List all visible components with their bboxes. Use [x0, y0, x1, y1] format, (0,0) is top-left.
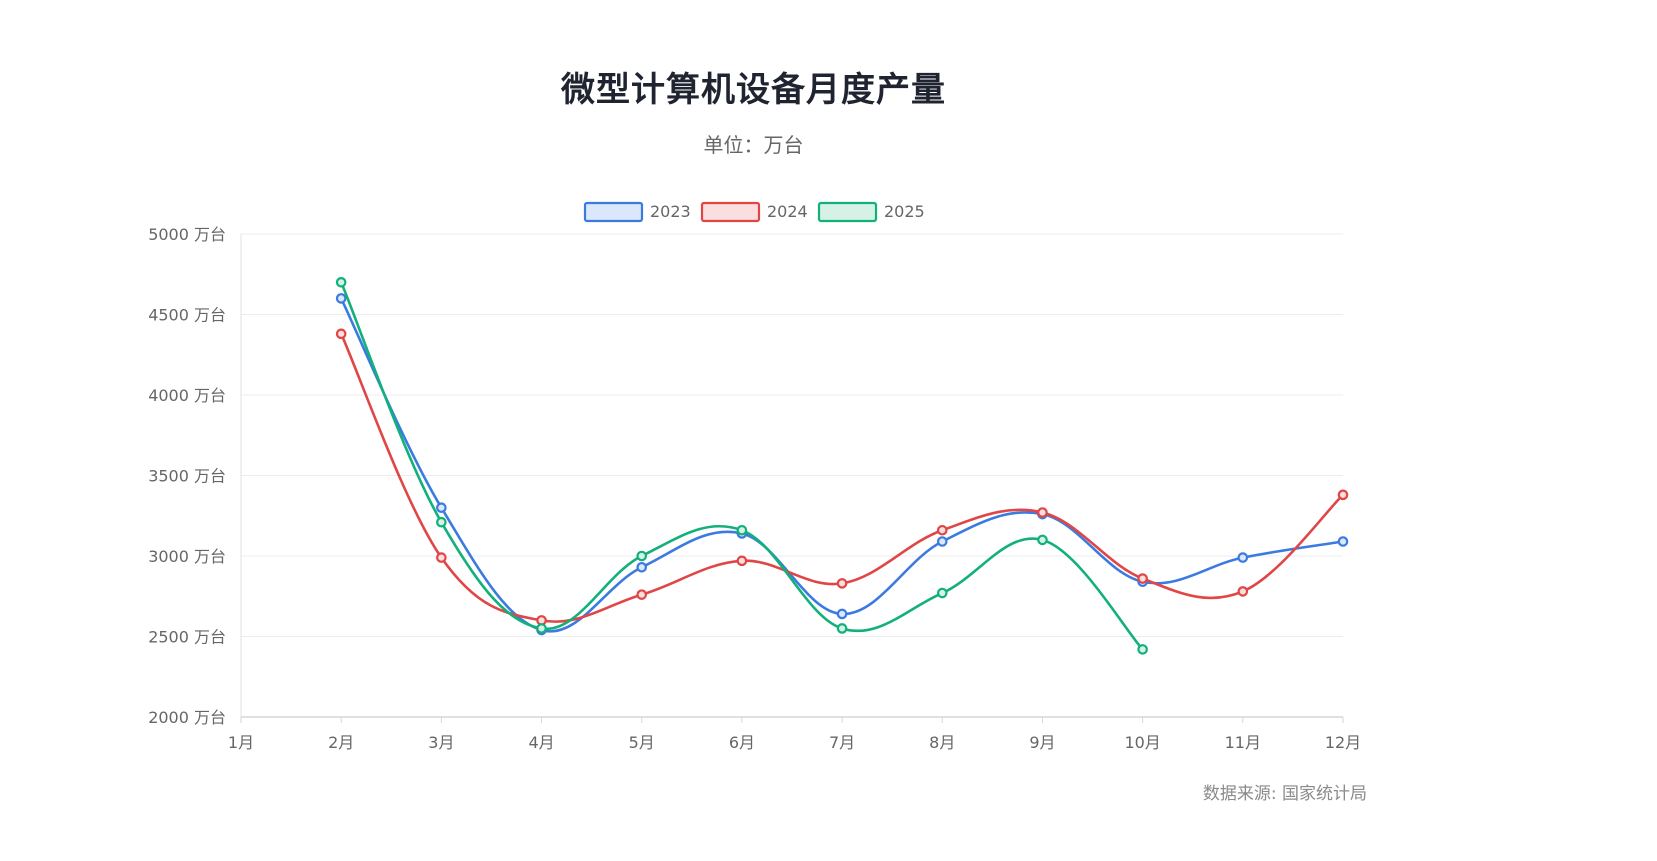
- y-tick-label: 4500 万台: [148, 306, 226, 325]
- data-point-2025[interactable]: [436, 516, 447, 528]
- x-tick-label: 1月: [228, 733, 254, 752]
- data-point-2025[interactable]: [936, 587, 948, 599]
- legend-item-2023[interactable]: 2023: [583, 201, 691, 223]
- data-point-2023[interactable]: [335, 293, 347, 304]
- series-2024: [335, 328, 1349, 626]
- data-point-2023[interactable]: [836, 608, 848, 620]
- data-point-2025[interactable]: [1037, 534, 1048, 546]
- x-tick-label: 11月: [1225, 733, 1261, 752]
- y-tick-label: 5000 万台: [148, 225, 226, 244]
- series-2025: [335, 276, 1148, 655]
- axis-layer: 2000 万台 2500 万台 3000 万台 3500 万台 4000 万台 4500 …: [148, 225, 1361, 752]
- chart-subtitle: 单位：万台: [703, 133, 804, 157]
- data-point-2025[interactable]: [1137, 644, 1148, 655]
- x-tick-label: 9月: [1029, 733, 1055, 752]
- x-tick-label: 12月: [1325, 733, 1361, 752]
- data-point-2025[interactable]: [536, 623, 547, 634]
- y-tick-label: 3000 万台: [148, 547, 226, 566]
- legend-item-2024[interactable]: 2024: [700, 201, 808, 223]
- data-point-2024[interactable]: [636, 589, 648, 600]
- series-line-2024: [339, 332, 1345, 623]
- data-point-2024[interactable]: [736, 555, 748, 567]
- chart-title: 微型计算机设备月度产量: [561, 70, 946, 110]
- data-point-2023[interactable]: [936, 536, 948, 547]
- x-tick-label: 10月: [1124, 733, 1160, 752]
- data-point-2025[interactable]: [736, 524, 748, 536]
- data-point-2024[interactable]: [436, 552, 447, 563]
- data-point-2024[interactable]: [335, 328, 347, 340]
- legend-swatch[interactable]: [583, 201, 644, 223]
- series-layer: [335, 276, 1349, 655]
- y-tick-label: 2000 万台: [148, 708, 226, 727]
- data-point-2025[interactable]: [335, 276, 347, 288]
- legend-swatch[interactable]: [700, 201, 761, 223]
- x-tick-label: 5月: [629, 733, 655, 752]
- data-point-2024[interactable]: [1037, 507, 1048, 518]
- legend-label[interactable]: 2024: [767, 202, 808, 221]
- data-point-2024[interactable]: [836, 578, 848, 589]
- x-tick-label: 4月: [528, 733, 554, 752]
- legend-label[interactable]: 2023: [650, 202, 691, 221]
- data-point-2025[interactable]: [636, 550, 648, 562]
- data-point-2024[interactable]: [1337, 489, 1349, 501]
- y-tick-label: 2500 万台: [148, 628, 226, 647]
- legend[interactable]: 2023 2024 2025: [583, 201, 925, 223]
- x-tick-label: 8月: [929, 733, 955, 752]
- x-tick-label: 2月: [328, 733, 354, 752]
- grid-layer: [241, 233, 1343, 718]
- data-point-2023[interactable]: [1237, 552, 1249, 563]
- data-point-2024[interactable]: [1237, 586, 1249, 597]
- data-point-2023[interactable]: [636, 561, 648, 573]
- legend-item-2025[interactable]: 2025: [817, 201, 925, 223]
- x-tick-label: 6月: [729, 733, 755, 752]
- data-point-2025[interactable]: [836, 623, 848, 634]
- data-point-2024[interactable]: [936, 524, 948, 536]
- x-tick-label: 3月: [428, 733, 454, 752]
- x-tick-label: 7月: [829, 733, 855, 752]
- y-tick-label: 4000 万台: [148, 386, 226, 405]
- data-point-2023[interactable]: [1337, 536, 1349, 547]
- legend-swatch[interactable]: [817, 201, 878, 223]
- series-line-2025: [339, 281, 1144, 651]
- data-source-note: 数据来源: 国家统计局: [1202, 784, 1367, 804]
- legend-label[interactable]: 2025: [884, 202, 925, 221]
- data-point-2023[interactable]: [436, 502, 447, 513]
- data-point-2024[interactable]: [1137, 573, 1148, 584]
- y-tick-label: 3500 万台: [148, 467, 226, 486]
